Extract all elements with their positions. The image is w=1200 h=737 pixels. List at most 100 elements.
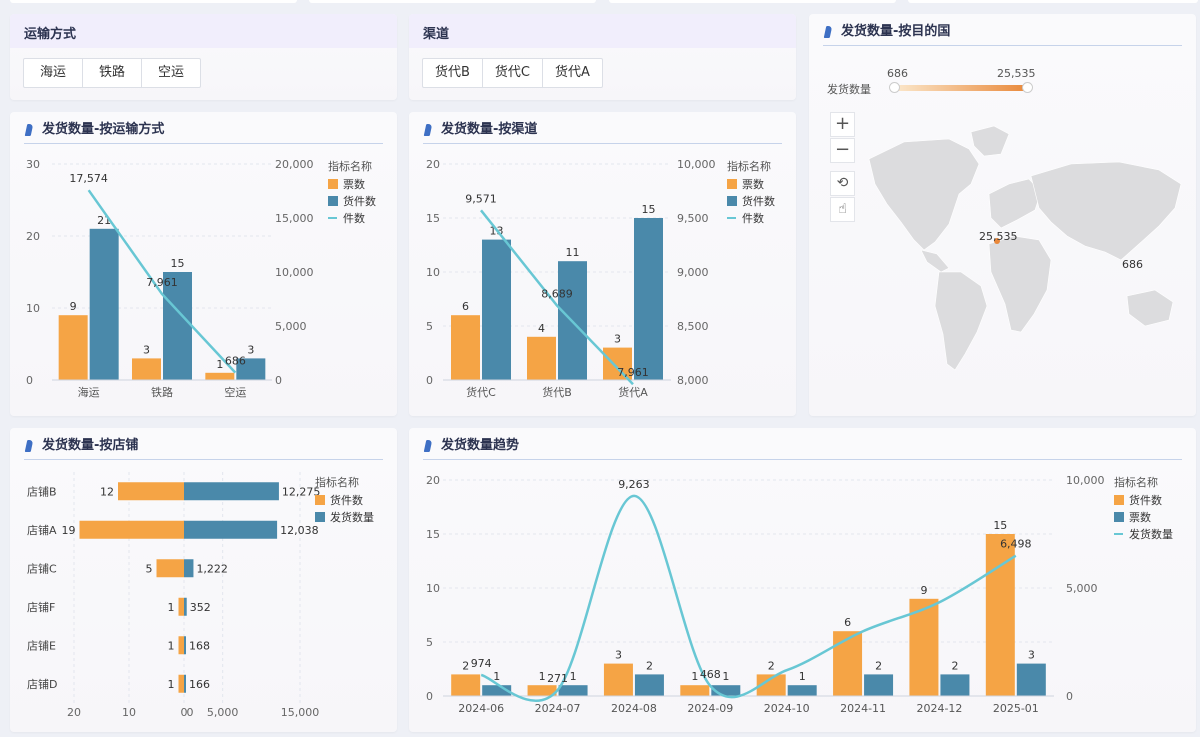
bar-value-label: 1 — [216, 358, 223, 371]
bar — [711, 685, 741, 696]
trend-chart-title: 发货数量趋势 — [441, 438, 520, 453]
map-legend-gradient[interactable] — [894, 85, 1029, 91]
bar — [603, 347, 632, 380]
bar-left-value-label: 1 — [168, 601, 175, 614]
zoom-out-button[interactable]: − — [830, 138, 855, 163]
y-right-tick: 0 — [275, 374, 282, 387]
legend-swatch — [328, 179, 338, 189]
transport-option-rail[interactable]: 铁路 — [83, 59, 143, 87]
bar-left-value-label: 19 — [62, 524, 76, 537]
title-marker-icon — [823, 26, 833, 38]
store-chart-card: 发货数量-按店铺 20 10 0 0 5,000 15,000 店铺B 12 12,275 店铺A… — [10, 428, 397, 732]
bar-value-label: 9 — [70, 300, 77, 313]
y-left-tick: 15 — [426, 528, 440, 541]
bar-value-label: 2 — [768, 659, 775, 672]
map-value-label-other: 686 — [1122, 258, 1143, 271]
map-asia — [1030, 161, 1182, 261]
destination-map-card: 发货数量-按目的国 发货数量 686 25,535 + − ⟲ ☝ 25,535… — [809, 14, 1196, 416]
x-right-tick: 15,000 — [281, 706, 320, 719]
y-left-tick: 5 — [426, 636, 433, 649]
bar — [603, 663, 633, 696]
line-value-label: 7,961 — [617, 366, 649, 379]
bar-right-value-label: 166 — [189, 678, 210, 691]
trend-chart[interactable]: 20 15 10 5 0 10,000 5,000 0 2024-06 2 1 2024-07 1 1 20… — [409, 428, 1196, 732]
store-chart[interactable]: 20 10 0 0 5,000 15,000 店铺B 12 12,275 店铺A 19 12,038 店… — [10, 428, 397, 732]
bar-right-value-label: 1,222 — [196, 562, 228, 575]
x-axis-label: 2024-11 — [840, 702, 886, 715]
legend-line-swatch — [1114, 533, 1123, 535]
reset-view-button[interactable]: ⟲ — [830, 171, 855, 196]
bar — [58, 315, 88, 380]
x-axis-label: 2025-01 — [993, 702, 1039, 715]
y-right-tick: 10,000 — [1066, 474, 1105, 487]
channel-option-a[interactable]: 货代A — [555, 65, 590, 80]
bar-value-label: 2 — [875, 659, 882, 672]
bar-right — [184, 520, 278, 539]
bar-left — [79, 520, 184, 539]
bar — [634, 218, 663, 380]
channel-option-b[interactable]: 货代B — [423, 59, 483, 87]
transport-option-air[interactable]: 空运 — [158, 65, 185, 80]
bar-value-label: 3 — [143, 343, 150, 356]
y-axis-label: 店铺B — [27, 484, 57, 498]
bar-value-label: 2 — [951, 659, 958, 672]
channel-chart-title: 发货数量-按渠道 — [441, 122, 538, 137]
channel-filter-title: 渠道 — [409, 14, 796, 48]
bar — [680, 685, 710, 696]
bar-right-value-label: 12,275 — [282, 485, 321, 498]
legend-handle-min[interactable] — [889, 82, 900, 93]
transport-option-sea[interactable]: 海运 — [24, 59, 84, 87]
bar — [787, 685, 817, 696]
y-right-tick: 20,000 — [275, 158, 314, 171]
bar-value-label: 2 — [462, 659, 469, 672]
legend-label: 发货数量 — [1129, 527, 1173, 541]
bar — [634, 674, 664, 696]
bar-value-label: 1 — [539, 670, 546, 683]
y-right-tick: 9,500 — [677, 212, 709, 225]
bar-value-label: 1 — [722, 670, 729, 683]
channel-chart-card: 发货数量-按渠道 20 15 10 5 0 10,000 9,500 9,000 8,500 8,… — [409, 112, 796, 416]
bar-left-value-label: 12 — [100, 485, 114, 498]
channel-option-c[interactable]: 货代C — [483, 59, 543, 87]
bar-value-label: 6 — [844, 616, 851, 629]
trend-chart-header: 发货数量趋势 — [423, 436, 1182, 460]
bar — [527, 685, 557, 696]
legend-handle-max[interactable] — [1022, 82, 1033, 93]
zoom-in-button[interactable]: + — [830, 112, 855, 137]
map-chart-header: 发货数量-按目的国 — [823, 22, 1182, 46]
line-value-label: 9,263 — [618, 478, 650, 491]
x-right-tick: 0 — [187, 706, 194, 719]
x-axis-label: 2024-12 — [916, 702, 962, 715]
x-axis-label: 铁路 — [151, 386, 173, 399]
bar-left — [156, 559, 184, 578]
channel-chart[interactable]: 2015105010,0009,5009,0008,5008,000货代C613… — [409, 112, 796, 416]
bar-right-value-label: 352 — [190, 601, 211, 614]
legend-swatch — [315, 495, 325, 505]
bar-left — [178, 597, 184, 616]
legend-line-swatch — [727, 217, 736, 219]
y-right-tick: 10,000 — [677, 158, 716, 171]
x-left-tick: 20 — [67, 706, 81, 719]
y-axis-label: 店铺C — [27, 561, 57, 575]
bar-left — [118, 482, 184, 501]
line-value-label: 17,574 — [69, 172, 108, 185]
hand-pointer-icon: ☝ — [838, 201, 847, 217]
channel-chart-header: 发货数量-按渠道 — [423, 120, 782, 144]
line-value-label: 9,571 — [465, 192, 497, 205]
store-chart-title: 发货数量-按店铺 — [42, 438, 139, 453]
transport-filter-title: 运输方式 — [10, 14, 397, 48]
bar-value-label: 15 — [642, 203, 656, 216]
map-value-label-uk: 25,535 — [979, 230, 1018, 243]
x-axis-label: 2024-09 — [687, 702, 733, 715]
x-axis-label: 货代C — [466, 385, 496, 399]
x-axis-label: 货代A — [618, 385, 648, 399]
series-line — [87, 189, 237, 374]
bar-left-value-label: 1 — [168, 639, 175, 652]
legend-label: 票数 — [1129, 511, 1151, 524]
bar-value-label: 1 — [691, 670, 698, 683]
y-axis-label: 店铺D — [27, 677, 57, 691]
transport-chart[interactable]: 302010020,00015,00010,0005,0000海运921铁路31… — [10, 112, 397, 416]
pan-mode-button[interactable]: ☝ — [830, 197, 855, 222]
map-legend-label: 发货数量 — [827, 83, 871, 96]
bar-value-label: 2 — [646, 659, 653, 672]
